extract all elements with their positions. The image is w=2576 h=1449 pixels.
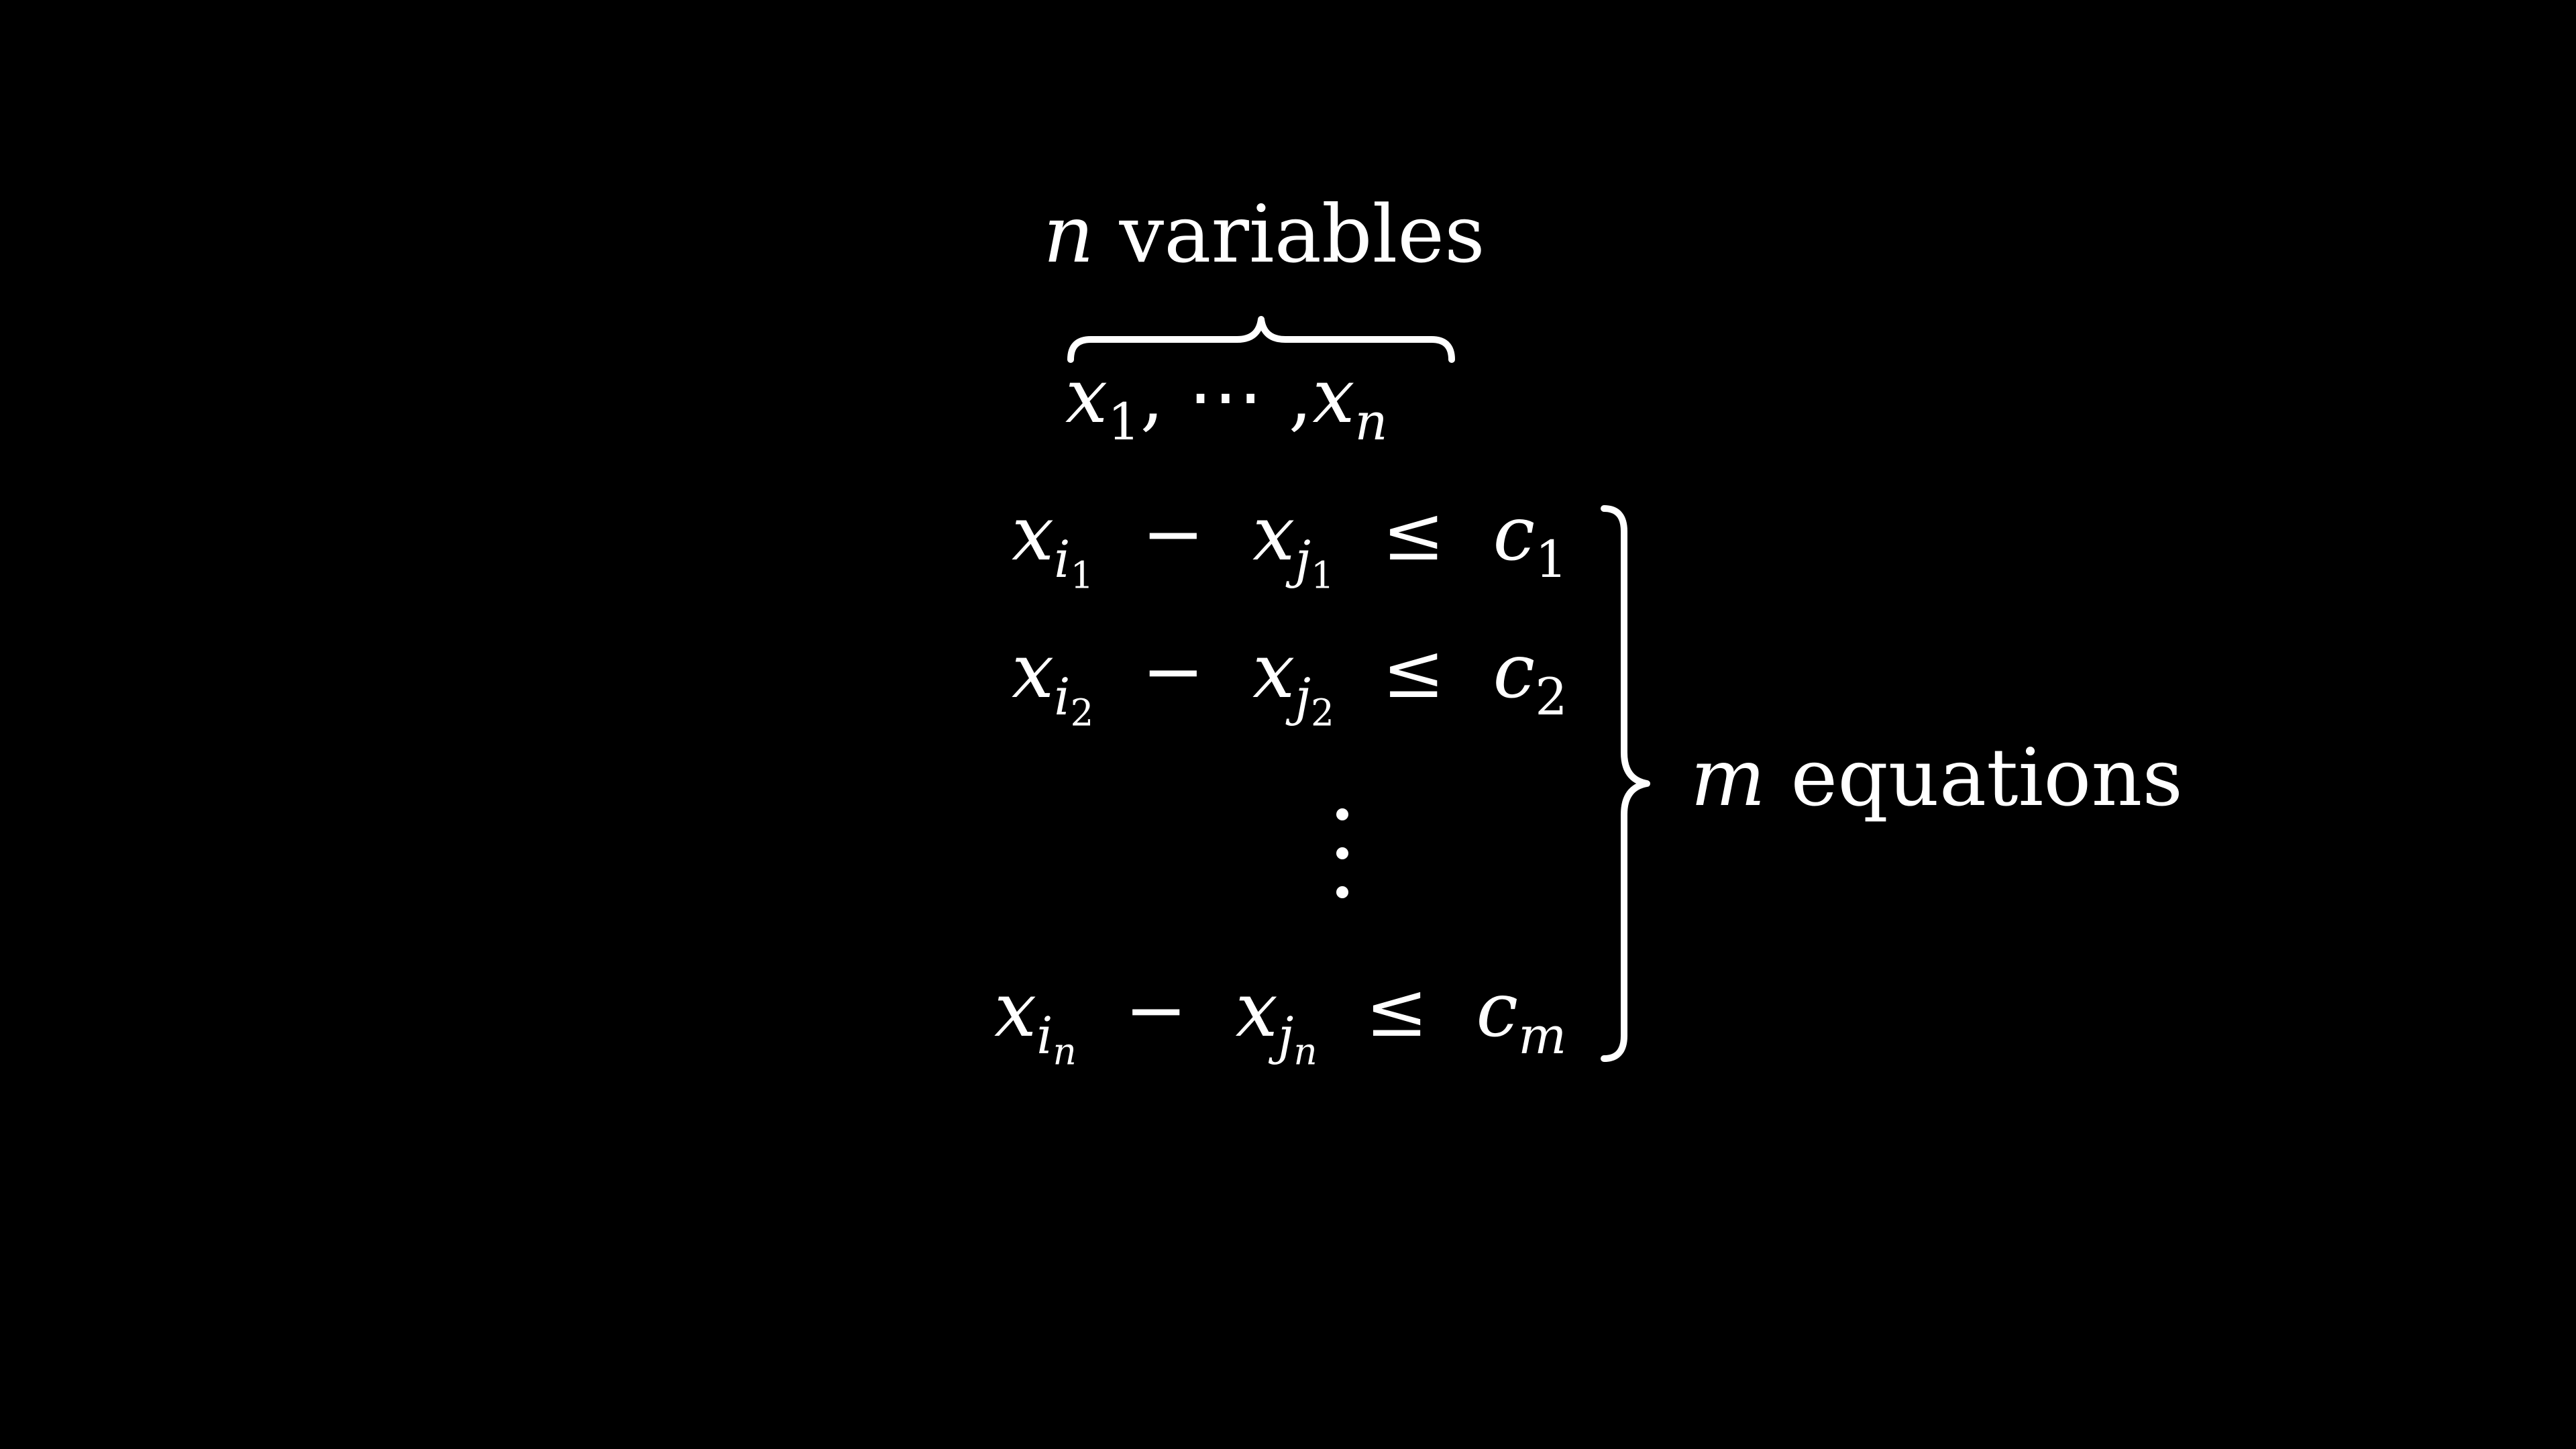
eq2-minus: − — [1141, 628, 1205, 715]
eq1-rhs-base: x — [1252, 490, 1295, 578]
variable-list: x1, ⋯ ,xn — [1065, 359, 1388, 447]
variable-list-comma-1: , — [1140, 353, 1165, 440]
variables-label-text: variables — [1119, 188, 1485, 280]
eq1-rhs-sub: j1 — [1295, 529, 1334, 597]
first-variable-base: x — [1065, 353, 1108, 440]
eq2-bound-sub: 2 — [1535, 666, 1568, 727]
last-variable-base: x — [1312, 353, 1355, 440]
variable-list-ellipsis: ⋯ — [1187, 353, 1265, 440]
eq1-lhs-sub: i1 — [1054, 529, 1094, 597]
last-variable-subscript: n — [1354, 391, 1388, 451]
eq2-lhs-base: x — [1012, 628, 1055, 715]
vertical-ellipsis — [1335, 808, 1351, 902]
eqn-rhs-sub: jn — [1277, 1005, 1318, 1073]
equations-count-symbol: m — [1690, 731, 1766, 824]
eqn-lhs-base: x — [994, 967, 1037, 1054]
equations-right-brace — [1601, 505, 1650, 1062]
eqn-bound-sub: m — [1518, 1005, 1567, 1065]
eq1-minus: − — [1141, 490, 1205, 578]
first-variable-subscript: 1 — [1108, 391, 1140, 451]
equations-label: m equations — [1690, 738, 2183, 817]
eq2-lhs-sub: i2 — [1054, 666, 1094, 735]
variables-overbrace — [1067, 316, 1455, 363]
eq2-relation: ≤ — [1382, 628, 1446, 715]
eqn-minus: − — [1124, 967, 1188, 1054]
eqn-rhs-base: x — [1235, 967, 1278, 1054]
eq1-bound-sub: 1 — [1535, 529, 1568, 589]
eq2-rhs-sub: j2 — [1295, 666, 1334, 735]
eq1-bound-base: c — [1493, 490, 1536, 578]
variables-count-symbol: n — [1043, 188, 1094, 280]
eq2-rhs-base: x — [1252, 628, 1295, 715]
equations-label-text: equations — [1790, 731, 2183, 824]
variable-list-comma-2: , — [1288, 353, 1313, 440]
eqn-lhs-sub: in — [1036, 1005, 1077, 1073]
eq1-lhs-base: x — [1012, 490, 1055, 578]
variables-label: n variables — [1043, 195, 1485, 274]
equation-row-last: xin − xjn ≤ cm — [994, 967, 1566, 1070]
equation-row-2: xi2 − xj2 ≤ c2 — [1012, 628, 1568, 731]
equation-row-1: xi1 − xj1 ≤ c1 — [1012, 490, 1568, 594]
eqn-relation: ≤ — [1365, 967, 1428, 1054]
eq1-relation: ≤ — [1382, 490, 1446, 578]
eqn-bound-base: c — [1476, 967, 1519, 1054]
eq2-bound-base: c — [1493, 628, 1536, 715]
